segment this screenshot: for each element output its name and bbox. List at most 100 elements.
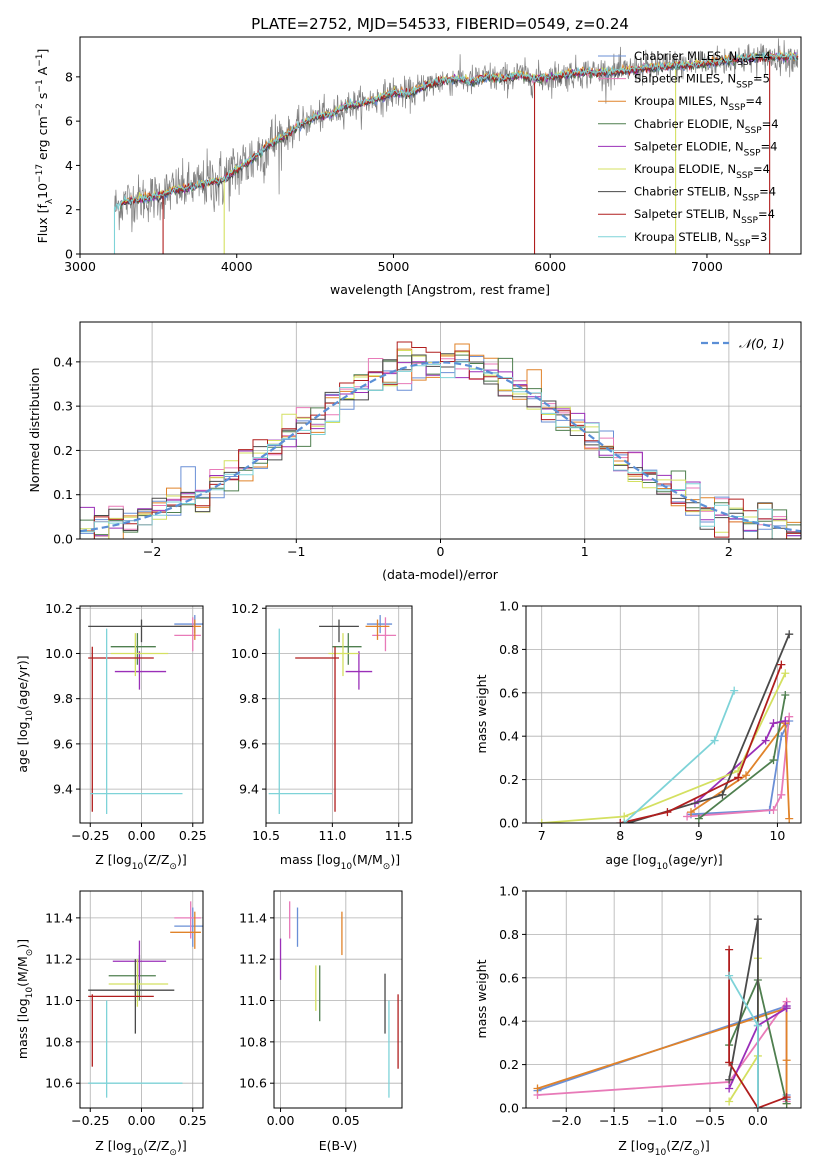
figure-title: PLATE=2752, MJD=54533, FIBERID=0549, z=0… [251,15,629,33]
y-tick-label: 0.6 [499,685,519,700]
plot-area [80,891,203,1108]
weight-series-line [541,672,787,823]
label-part: ⊙ [25,949,35,957]
label-part: ] [35,49,50,54]
label-part: Z [log [95,852,131,867]
weight-marker [718,790,727,799]
y-tick-label: 9.6 [239,736,259,751]
x-tick-label: 0.05 [332,1113,360,1128]
x-tick-label: −1.0 [647,1113,677,1128]
label-part: (age/yr)] [668,852,723,867]
y-tick-label: 0.2 [499,772,519,787]
weight-marker [777,790,786,799]
weight-marker [725,1097,734,1106]
label-part: Salpeter MILES, N [634,72,736,86]
label-part: −1 [35,79,45,92]
label-part: (M/M [15,956,30,987]
label-part: SSP [729,103,746,113]
y-tick-label: 0.2 [53,443,73,458]
y-tick-label: 4 [65,158,73,173]
y-tick-label: 11.4 [45,910,73,925]
y-tick-label: 0.0 [499,816,519,831]
x-tick-label: 3000 [64,259,96,274]
x-tick-label: 10.5 [252,828,280,843]
weight-marker [782,1002,791,1011]
plot-area [80,322,801,539]
x-axis-label: (data-model)/error [382,567,499,582]
x-axis-label: age [log10(age/yr)] [605,852,722,872]
y-tick-label: 11.4 [239,910,267,925]
y-tick-label: 0.8 [499,927,519,942]
legend-entry: Kroupa STELIB, NSSP=3 [634,230,767,249]
label-part: 10 [341,862,353,872]
label-part: λ [45,198,55,204]
x-tick-label: 1 [581,544,589,559]
x-tick-label: 0 [437,544,445,559]
label-part: (Z/Z [666,1138,692,1153]
label-part: =4 [761,139,778,153]
x-tick-label: −2.0 [551,1113,581,1128]
label-part: 10 [132,862,144,872]
y-tick-label: 2 [65,202,73,217]
model-spectrum-line [114,51,798,210]
observed-spectrum [114,38,799,233]
label-part: Salpeter STELIB, N [634,207,741,221]
label-part: =4 [758,207,775,221]
weight-marker [785,814,794,823]
legend-entry: Chabrier STELIB, NSSP=4 [634,185,776,204]
weight-series-line [627,633,791,823]
label-part: −2 [35,103,45,116]
weight-marker [782,1093,791,1102]
plot-area [266,606,412,823]
label-part: erg cm [35,116,50,164]
x-tick-label: 7 [538,828,546,843]
x-tick-label: −0.25 [71,1113,109,1128]
y-axis-label: age [log10(age/yr)] [15,655,35,772]
weight-series-line [690,720,791,819]
x-tick-label: 8 [616,828,624,843]
weight-marker [769,756,778,765]
weight-marker [725,971,734,980]
weight-marker [785,712,794,721]
label-part: )] [390,852,400,867]
x-tick-label: 0.00 [128,1113,156,1128]
plot-area [526,606,801,823]
x-tick-label: −1.5 [599,1113,629,1128]
x-tick-label: 0.25 [179,828,207,843]
legend-entry: Salpeter MILES, NSSP=5 [634,72,770,91]
weight-marker [734,773,743,782]
label-part: Z [log [95,1138,131,1153]
axes-frame [265,605,413,824]
label-part: −1 [35,54,45,67]
x-axis-label: wavelength [Angstrom, rest frame] [330,282,550,297]
label-part: −17 [35,164,45,183]
label-part: 10 [25,987,35,999]
weight-marker [537,819,546,823]
x-tick-label: 9 [695,828,703,843]
label-part: Chabrier ELODIE, N [634,117,745,131]
x-axis-label: Z [log10(Z/Z⊙)] [95,1138,186,1158]
label-part: =4 [762,117,779,131]
weight-marker [782,1056,791,1065]
weight-marker [781,669,790,678]
y-tick-label: 0.2 [499,1057,519,1072]
label-part: =4 [754,49,771,63]
y-tick-label: 9.8 [53,691,73,706]
x-tick-label: −2 [143,544,161,559]
weight-marker [777,660,786,669]
weight-marker [753,1021,762,1030]
label-part: =5 [753,72,770,86]
weight-marker [769,805,778,814]
y-tick-label: 0.8 [499,642,519,657]
y-tick-label: 10.8 [45,1034,73,1049]
weight-marker [620,819,629,823]
label-part: Kroupa STELIB, N [634,230,734,244]
plot-area [80,606,203,823]
y-tick-label: 0.6 [499,970,519,985]
label-part: 10 [657,862,669,872]
y-tick-label: 9.4 [53,782,73,797]
label-part: Chabrier MILES, N [634,49,737,63]
label-part: Salpeter ELODIE, N [634,139,744,153]
x-tick-label: 0.0 [748,1113,768,1128]
y-tick-label: 0 [65,247,73,262]
